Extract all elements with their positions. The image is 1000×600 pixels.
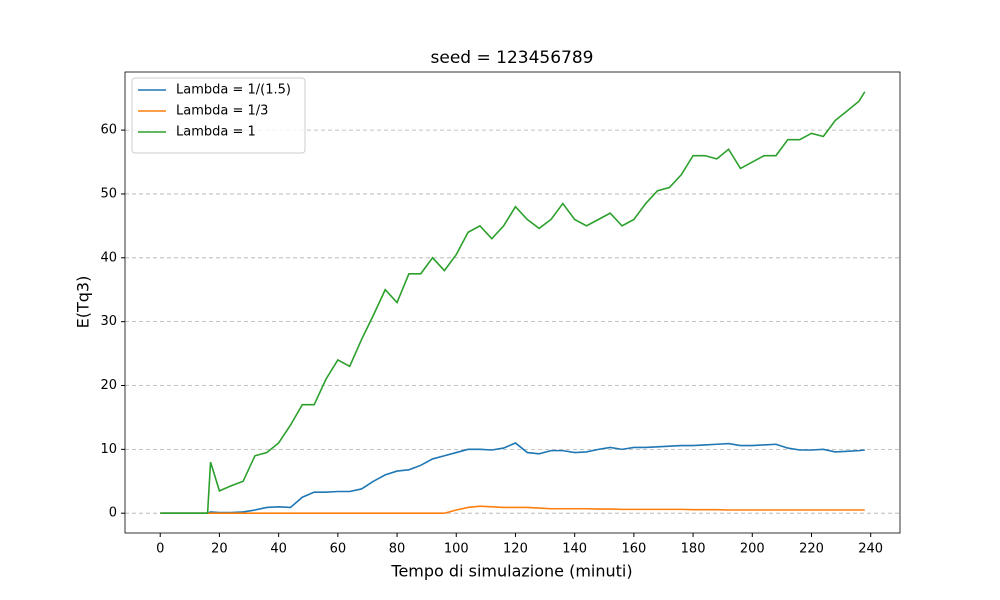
chart-title: seed = 123456789 <box>431 48 594 68</box>
x-tick-label: 40 <box>270 542 287 557</box>
legend-label: Lambda = 1/(1.5) <box>176 83 291 98</box>
series-line <box>160 91 866 515</box>
x-tick-label: 0 <box>156 542 164 557</box>
x-tick-label: 120 <box>503 542 528 557</box>
series-line <box>160 505 865 515</box>
y-tick-label: 30 <box>100 314 117 329</box>
y-tick-label: 60 <box>100 123 117 138</box>
x-axis-label: Tempo di simulazione (minuti) <box>390 562 632 581</box>
y-tick-label: 20 <box>100 378 117 393</box>
legend-box <box>131 77 306 154</box>
x-tick-label: 100 <box>444 542 469 557</box>
x-tick-label: 60 <box>330 542 347 557</box>
x-tick-label: 240 <box>858 542 883 557</box>
y-axis-label: E(Tq3) <box>74 276 93 329</box>
x-tick-label: 140 <box>562 542 587 557</box>
y-tick-label: 40 <box>100 250 117 265</box>
x-tick-label: 80 <box>389 542 406 557</box>
legend-label: Lambda = 1 <box>176 125 256 140</box>
x-tick-label: 220 <box>799 542 824 557</box>
plot-frame <box>124 71 901 534</box>
y-tick-label: 10 <box>100 442 117 457</box>
series-line <box>160 442 865 515</box>
x-tick-label: 180 <box>681 542 706 557</box>
x-tick-label: 160 <box>621 542 646 557</box>
x-tick-label: 200 <box>740 542 765 557</box>
y-tick-label: 0 <box>109 506 117 521</box>
x-tick-label: 20 <box>211 542 228 557</box>
y-tick-label: 50 <box>100 186 117 201</box>
legend-label: Lambda = 1/3 <box>176 104 268 119</box>
